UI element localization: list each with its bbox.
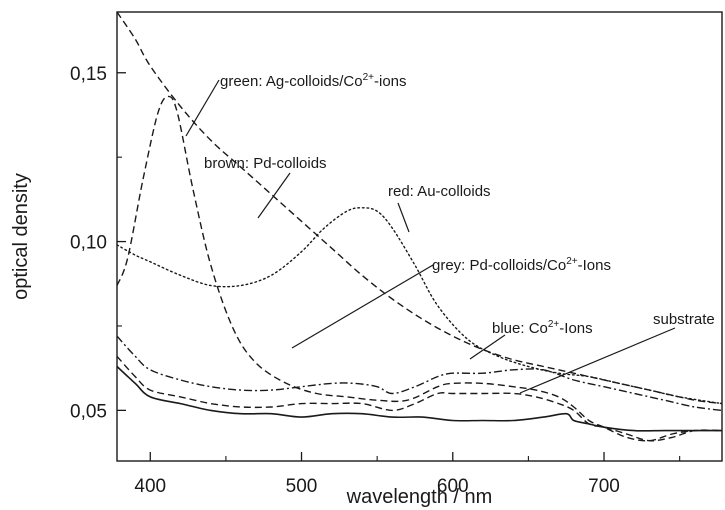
annotation-leader <box>397 202 410 233</box>
x-tick-label: 700 <box>588 476 620 497</box>
annotation-leader <box>185 79 220 137</box>
series-annotation: green: Ag-colloids/Co2+-ions <box>220 72 407 90</box>
x-tick-label: 500 <box>286 476 318 497</box>
y-tick-label: 0,10 <box>70 233 107 254</box>
x-tick-label: 600 <box>437 476 469 497</box>
annotation-text: red: Au-colloids <box>388 183 491 200</box>
annotation-text: brown: Pd-colloids <box>204 155 327 172</box>
y-axis-title: optical density <box>10 173 32 300</box>
series-line <box>117 95 722 442</box>
series-line <box>117 355 722 442</box>
annotation-leader <box>291 264 434 349</box>
series-annotation: grey: Pd-colloids/Co2+-Ions <box>432 256 611 274</box>
annotation-tail: -ions <box>374 73 407 90</box>
annotation-tail: -Ions <box>578 257 611 274</box>
y-tick-label: 0,05 <box>70 401 107 422</box>
annotation-text: grey: Pd-colloids/Co <box>432 257 566 274</box>
series-annotation: red: Au-colloids <box>388 183 491 200</box>
x-axis-title: wavelength / nm <box>346 486 493 508</box>
series-annotation: brown: Pd-colloids <box>204 155 327 172</box>
series-annotation: blue: Co2+-Ions <box>492 319 593 337</box>
annotation-text: green: Ag-colloids/Co <box>220 73 363 90</box>
annotation-text: substrate <box>653 311 715 328</box>
plot-frame <box>116 11 723 462</box>
annotation-superscript: 2+ <box>566 256 578 267</box>
x-tick-label: 400 <box>134 476 166 497</box>
annotation-text: blue: Co <box>492 320 548 337</box>
annotation-leader <box>469 334 506 360</box>
series-annotation: substrate <box>653 311 715 328</box>
annotation-superscript: 2+ <box>548 319 560 330</box>
series-line <box>117 207 722 405</box>
series-line <box>117 365 722 432</box>
y-tick-label: 0,15 <box>70 64 107 85</box>
x-axis: 400 500 600 700 <box>134 452 681 497</box>
annotation-leader <box>519 327 676 394</box>
y-axis: 0,05 0,10 0,15 <box>70 64 126 422</box>
annotation-superscript: 2+ <box>363 72 375 83</box>
series-line <box>117 335 722 412</box>
series-line <box>117 12 722 405</box>
annotation-tail: -Ions <box>559 320 592 337</box>
annotation-leader <box>257 172 291 219</box>
series-group <box>117 12 722 442</box>
